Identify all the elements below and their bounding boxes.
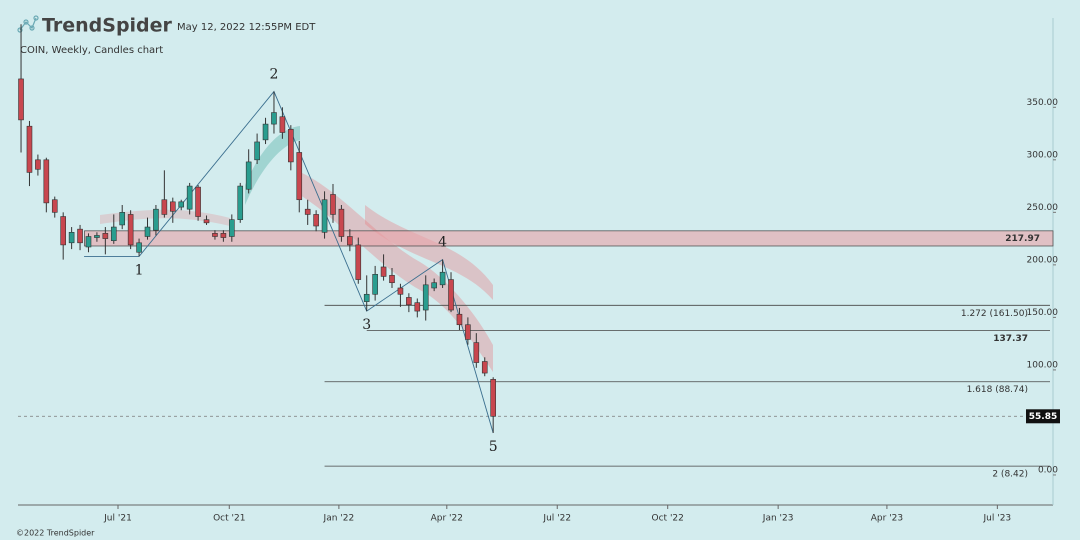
x-tick-label: Oct '22 — [652, 514, 684, 524]
x-tick-label: Apr '23 — [871, 514, 903, 524]
last-price-label: 55.85 — [1029, 412, 1057, 422]
candle-body — [288, 129, 294, 163]
y-tick-label: 300.00 — [1027, 150, 1059, 160]
candle-body — [481, 361, 488, 374]
wave-label: 2 — [270, 67, 279, 83]
candle-body — [363, 293, 370, 302]
fib-label: 137.37 — [993, 334, 1028, 344]
candle-body — [431, 282, 437, 289]
candle-body — [397, 287, 404, 295]
x-tick-label: Jan '23 — [762, 514, 794, 524]
candle-body — [110, 226, 117, 242]
candle-body — [490, 379, 496, 417]
candle-body — [127, 214, 134, 246]
candle-body — [347, 236, 353, 246]
fib-label: 1.618 (88.74) — [967, 385, 1028, 395]
candle-body — [296, 152, 303, 201]
candle-body — [389, 275, 395, 284]
candle-body — [94, 235, 100, 238]
x-tick-label: Jul '23 — [983, 514, 1012, 524]
candle-body — [77, 228, 83, 244]
y-tick-label: 0.00 — [1038, 465, 1058, 475]
candle-body — [60, 216, 66, 246]
candle-body — [237, 185, 244, 220]
candle-body — [254, 141, 260, 161]
chart-title: COIN, Weekly, Candles chart — [20, 45, 163, 56]
candle-body — [262, 123, 269, 141]
candle-body — [465, 324, 471, 340]
candle-body — [51, 199, 58, 213]
candle-body — [372, 274, 378, 295]
candle-body — [144, 226, 151, 237]
y-tick-label: 350.00 — [1027, 98, 1059, 108]
x-tick-label: Jul '21 — [103, 514, 132, 524]
candle-body — [321, 199, 328, 233]
candle-body — [26, 125, 33, 173]
brand: TrendSpider — [42, 15, 173, 37]
candle-body — [136, 242, 142, 253]
candle-body — [313, 214, 319, 227]
candle-body — [18, 78, 24, 121]
candle-body — [153, 208, 159, 231]
candle-body — [355, 244, 362, 280]
candle-body — [169, 201, 176, 212]
candle-body — [304, 208, 311, 215]
candle-body — [161, 199, 168, 215]
y-tick-label: 150.00 — [1027, 308, 1059, 318]
candle-body — [186, 185, 193, 210]
x-tick-label: Apr '22 — [431, 514, 463, 524]
candle-body — [456, 313, 463, 326]
candle-body — [43, 159, 50, 204]
candle-body — [271, 112, 277, 125]
candle-body — [380, 266, 387, 277]
candle-body — [448, 279, 454, 311]
candle-body — [406, 297, 412, 306]
candle-body — [178, 201, 185, 208]
y-tick-label: 250.00 — [1027, 203, 1059, 213]
candle-body — [473, 342, 480, 363]
candle-body — [422, 284, 429, 311]
zone-label: 217.97 — [1005, 234, 1040, 244]
wave-label: 1 — [135, 262, 144, 278]
candle-body — [68, 231, 75, 244]
last-price-box — [1026, 409, 1060, 424]
fib-label: 2 (8.42) — [992, 470, 1028, 480]
candle-body — [338, 208, 345, 237]
footer: ©2022 TrendSpider — [16, 529, 95, 538]
candle-body — [330, 194, 336, 215]
candle-body — [203, 219, 210, 224]
candle-body — [220, 233, 227, 238]
candle-body — [35, 159, 41, 170]
candle-body — [195, 186, 201, 217]
candle-body — [414, 302, 421, 312]
wave-label: 5 — [489, 439, 498, 455]
fib-label: 1.272 (161.50) — [961, 309, 1028, 319]
candle-body — [212, 233, 218, 237]
wave-label: 3 — [362, 317, 371, 333]
candle-body — [102, 233, 109, 239]
candle-body — [119, 212, 126, 226]
candle-body — [245, 161, 252, 190]
y-tick-label: 200.00 — [1027, 255, 1059, 265]
candle-body — [439, 271, 446, 286]
candle-body — [229, 219, 235, 237]
candle-body — [85, 236, 92, 248]
wave-label: 4 — [438, 235, 447, 251]
candle-body — [279, 116, 286, 133]
logo-icon — [17, 15, 39, 33]
timestamp: May 12, 2022 12:55PM EDT — [177, 22, 316, 33]
x-tick-label: Jan '22 — [323, 514, 355, 524]
x-tick-label: Jul '22 — [542, 514, 571, 524]
zone — [84, 230, 1054, 247]
y-tick-label: 100.00 — [1027, 360, 1059, 370]
x-tick-label: Oct '21 — [213, 514, 245, 524]
